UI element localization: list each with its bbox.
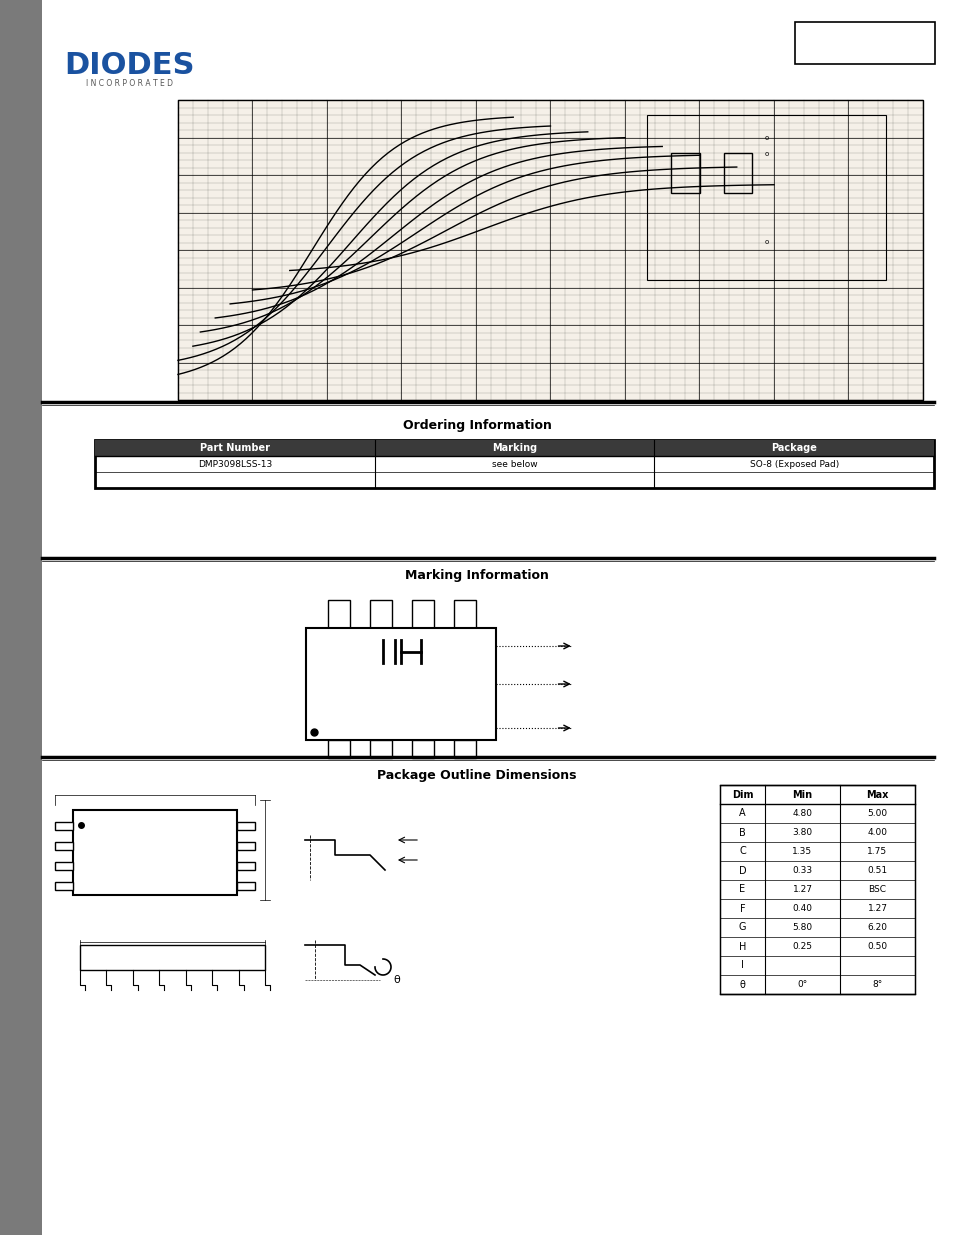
Text: DMP3098LSS-13: DMP3098LSS-13 [197,459,272,468]
Text: Marking: Marking [492,443,537,453]
Text: SO-8 (Exposed Pad): SO-8 (Exposed Pad) [749,459,838,468]
Bar [178,100,923,400]
Text: F: F [739,904,744,914]
Bar [236,882,254,890]
Text: 1.27: 1.27 [866,904,886,913]
Text: Dim: Dim [731,789,753,799]
Text: 0.40: 0.40 [792,904,812,913]
Text: 1.35: 1.35 [792,847,812,856]
Bar [73,810,236,895]
Text: see below: see below [491,459,537,468]
Text: 4.80: 4.80 [792,809,812,818]
Text: 1.75: 1.75 [866,847,886,856]
Text: 0.50: 0.50 [866,942,886,951]
Text: Ordering Information: Ordering Information [402,419,551,431]
Text: 6.20: 6.20 [866,923,886,932]
Text: BSC: BSC [867,885,885,894]
Bar [55,862,73,869]
Text: o: o [763,238,768,245]
Text: H: H [738,941,745,951]
Text: 8°: 8° [871,981,882,989]
Bar [236,842,254,850]
Text: A: A [739,809,745,819]
Bar [95,440,933,456]
Text: 3.80: 3.80 [792,827,812,837]
Bar [55,882,73,890]
Text: θ: θ [739,979,744,989]
Text: G: G [738,923,745,932]
Bar [55,823,73,830]
Text: I: I [740,961,743,971]
Text: 5.00: 5.00 [866,809,886,818]
Text: C: C [739,846,745,857]
Text: Part Number: Part Number [199,443,270,453]
Text: 0°: 0° [797,981,807,989]
Text: I N C O R P O R A T E D: I N C O R P O R A T E D [87,79,173,88]
Text: θ: θ [393,974,399,986]
Bar [80,945,265,969]
Bar [412,600,434,629]
Bar [370,740,392,758]
Text: Min: Min [792,789,812,799]
Text: Marking Information: Marking Information [405,568,548,582]
Text: o: o [763,151,768,157]
Bar [327,740,350,758]
Bar [794,22,934,64]
Bar [671,153,700,193]
Bar [236,862,254,869]
Text: 1.27: 1.27 [792,885,812,894]
Text: D: D [738,866,745,876]
Bar [454,600,476,629]
Bar [55,842,73,850]
Text: Max: Max [865,789,888,799]
Bar [327,600,350,629]
Text: 0.33: 0.33 [792,866,812,876]
Text: DIODES: DIODES [65,51,195,79]
Text: B: B [739,827,745,837]
Text: o: o [763,135,768,141]
Bar [647,115,884,280]
Text: 4.00: 4.00 [866,827,886,837]
Text: Package Outline Dimensions: Package Outline Dimensions [376,768,577,782]
Bar [236,823,254,830]
Text: E: E [739,884,745,894]
Bar [412,740,434,758]
Text: 5.80: 5.80 [792,923,812,932]
Bar [95,440,933,488]
Bar [305,629,496,740]
Bar [454,740,476,758]
Text: 0.25: 0.25 [792,942,812,951]
Bar [0,0,42,1235]
Text: Package: Package [770,443,817,453]
Bar [720,785,914,994]
Bar [723,153,752,193]
Bar [370,600,392,629]
Text: 0.51: 0.51 [866,866,886,876]
